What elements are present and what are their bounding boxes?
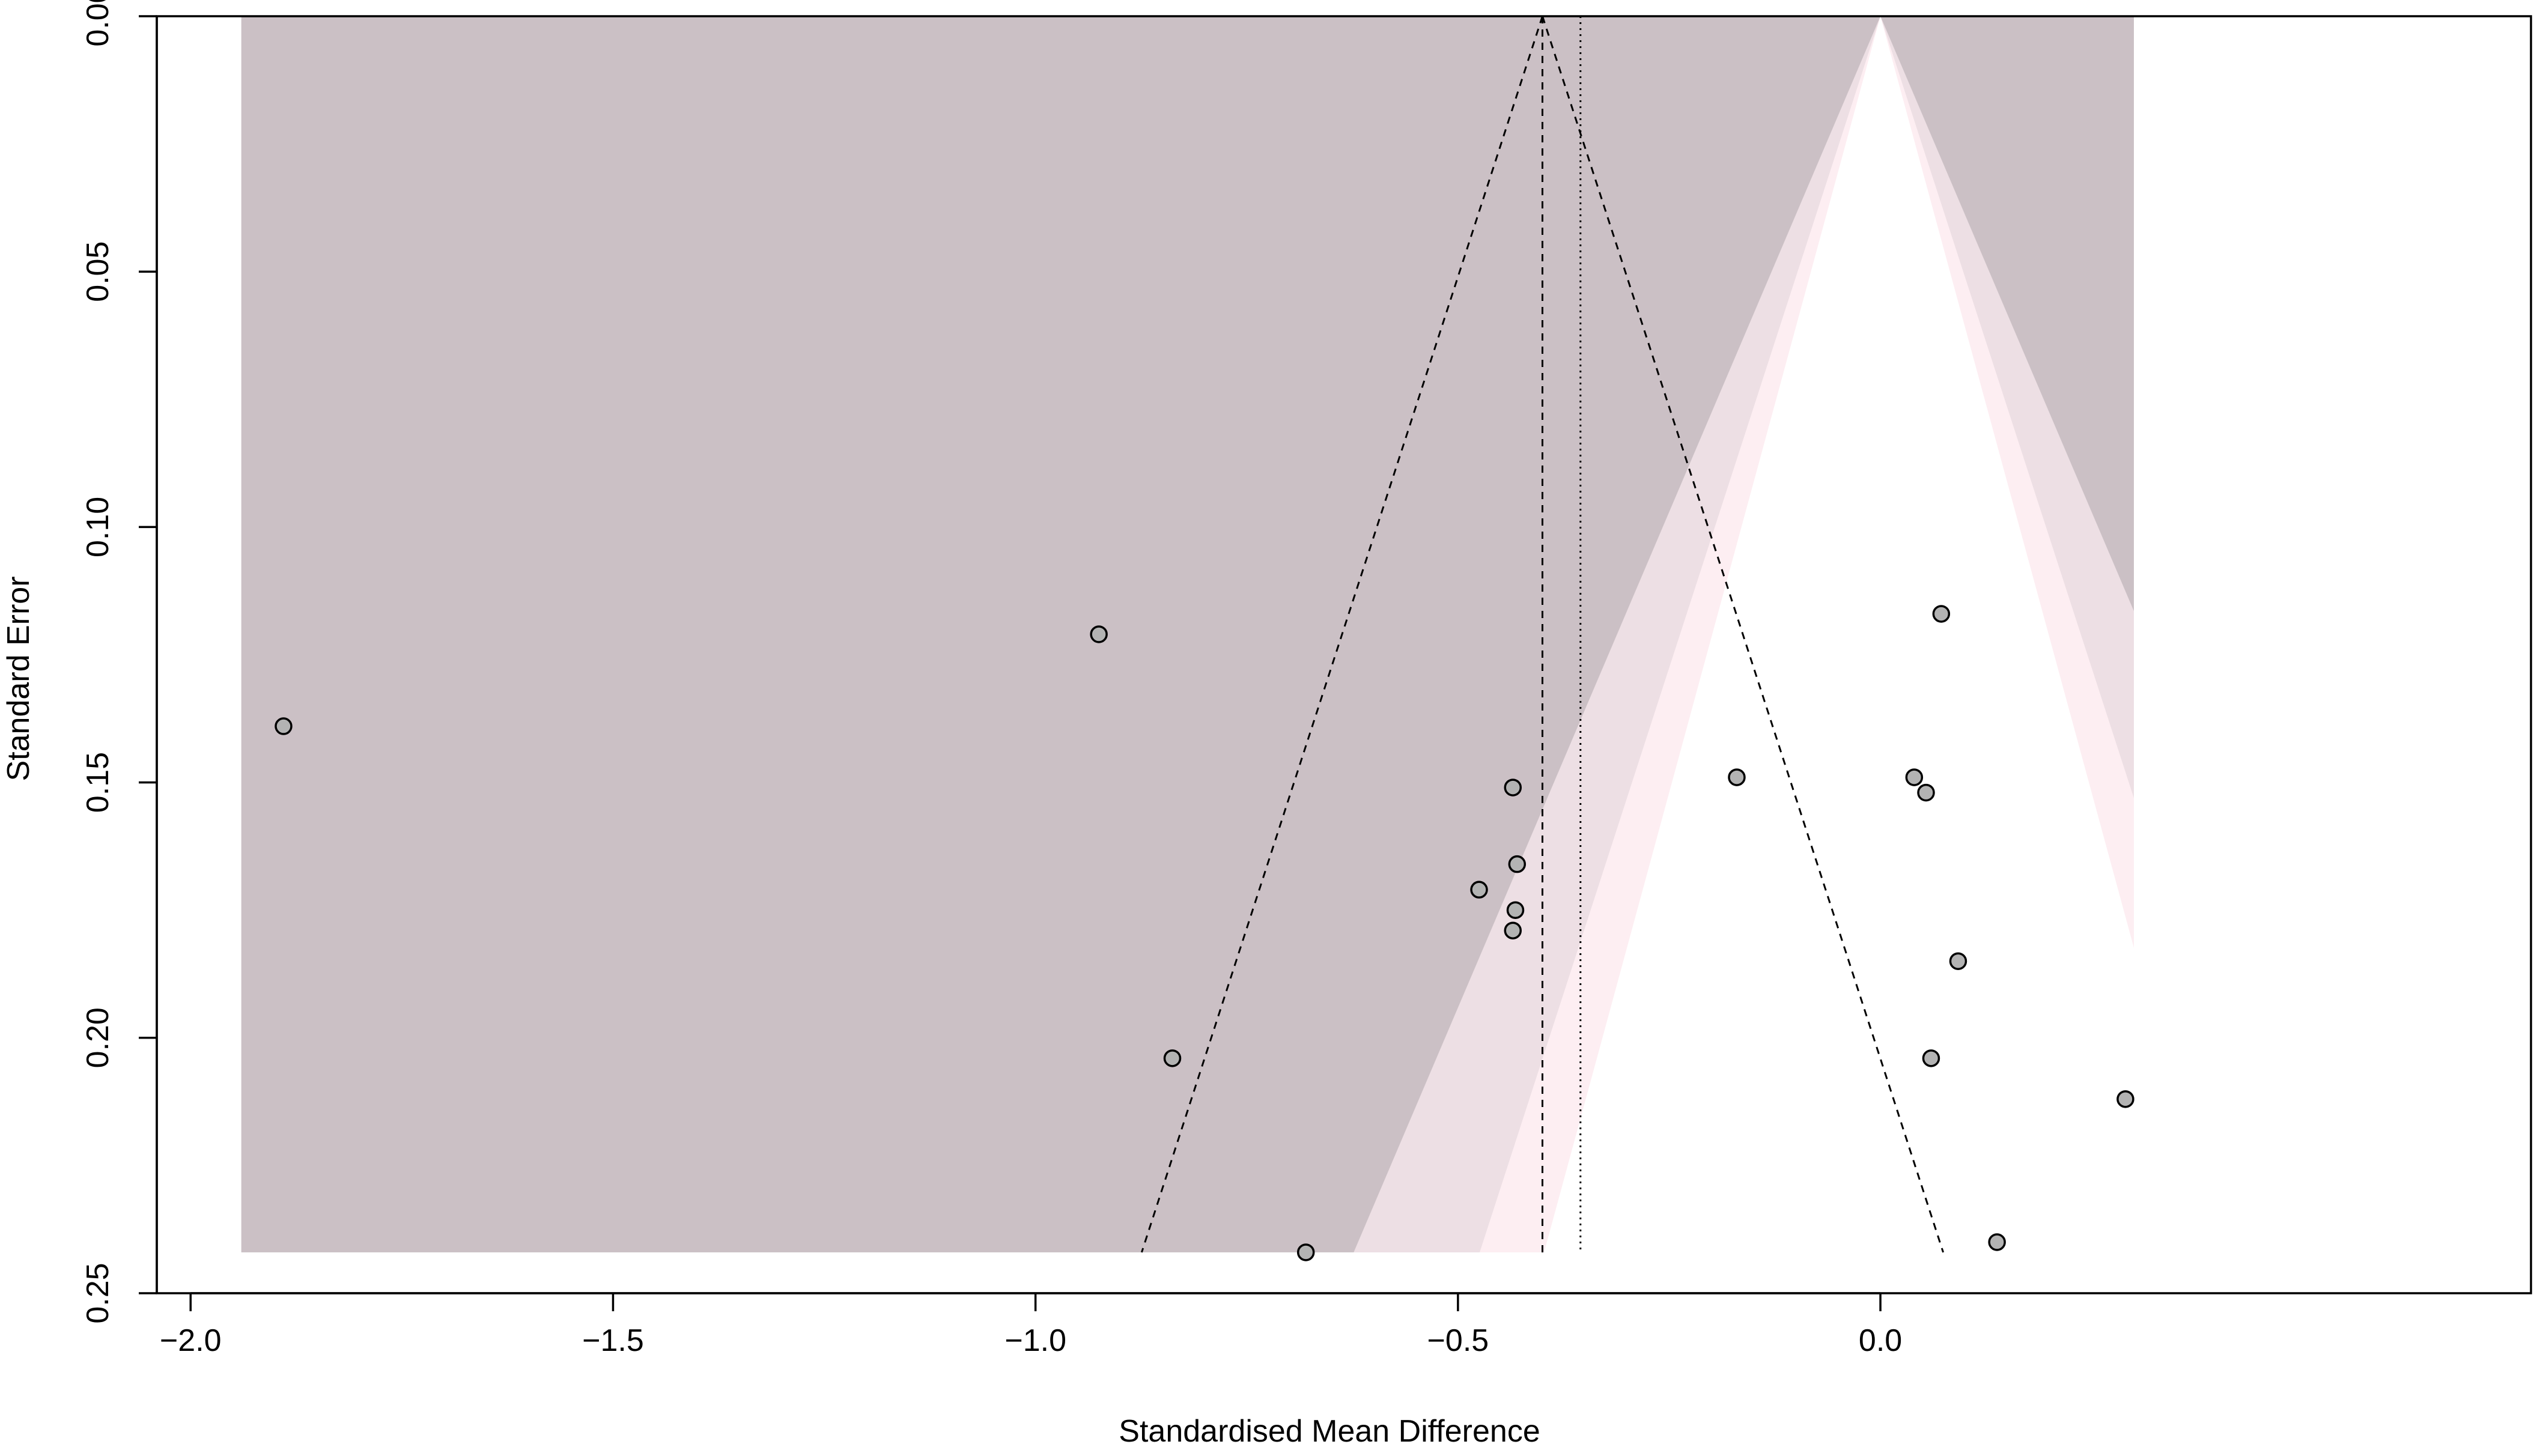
y-axis: 0.00 0.05 0.10 0.15 0.20 0.25 — [81, 0, 158, 1324]
y-tick-label: 0.20 — [81, 1007, 115, 1068]
study-point — [2116, 1090, 2134, 1108]
contour-regions — [241, 16, 2134, 1252]
x-tick-label: 0.0 — [1859, 1323, 1902, 1358]
reference-lines — [1542, 16, 1582, 1252]
y-tick-label: 0.15 — [81, 752, 115, 813]
y-axis-label: Standard Error — [1, 576, 36, 781]
study-point — [1728, 768, 1746, 786]
study-point — [1988, 1233, 2006, 1251]
study-point — [1905, 768, 1924, 786]
x-axis-label: Standardised Mean Difference — [1119, 1414, 1540, 1449]
study-point — [1163, 1049, 1182, 1067]
x-axis: −2.0 −1.5 −1.0 −0.5 0.0 — [160, 1292, 1902, 1358]
contour-region-z-1_645 — [1544, 16, 2134, 1252]
funnel-left-line — [1140, 16, 1543, 1253]
study-point — [1922, 1049, 1940, 1067]
y-tick-label: 0.25 — [81, 1263, 115, 1323]
study-points — [275, 605, 2134, 1261]
study-point — [1932, 605, 1951, 623]
study-point — [1917, 783, 1935, 802]
study-point — [275, 717, 293, 735]
x-tick-label: −1.5 — [582, 1323, 644, 1358]
study-point — [1470, 881, 1488, 899]
x-tick-label: −2.0 — [160, 1323, 222, 1358]
study-point — [1949, 952, 1967, 970]
funnel-right-line — [1542, 16, 1945, 1253]
study-point — [1508, 855, 1527, 873]
x-tick-label: −1.0 — [1004, 1323, 1066, 1358]
x-tick-label: −0.5 — [1427, 1323, 1489, 1358]
y-tick-label: 0.10 — [81, 497, 115, 557]
funnel-lines — [1140, 16, 1945, 1253]
y-tick-label: 0.00 — [81, 0, 115, 47]
study-point — [1504, 921, 1522, 939]
study-point — [1090, 625, 1108, 643]
study-point — [1504, 778, 1522, 796]
study-point — [1506, 901, 1525, 919]
y-tick-label: 0.05 — [81, 241, 115, 302]
study-point — [1296, 1243, 1315, 1261]
